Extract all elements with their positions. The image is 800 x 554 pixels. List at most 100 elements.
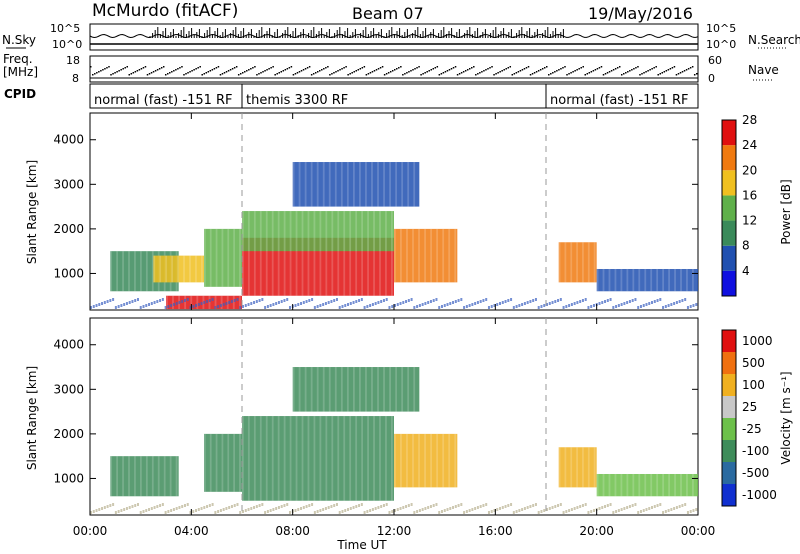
heatmap-streak xyxy=(283,237,286,296)
noise-scatter xyxy=(656,504,659,507)
freq-dot xyxy=(252,67,254,69)
heatmap-streak xyxy=(430,228,432,283)
freq-dot xyxy=(187,72,189,74)
noise-scatter xyxy=(598,302,601,305)
freq-dot xyxy=(272,66,274,68)
noise-scatter xyxy=(230,505,233,508)
noise-scatter xyxy=(195,509,198,512)
noise-scatter xyxy=(446,508,449,511)
noise-scatter xyxy=(529,505,532,508)
noise-scatter xyxy=(490,510,493,513)
freq-dot xyxy=(479,72,481,74)
colorbar-swatch xyxy=(722,120,736,146)
freq-dot xyxy=(574,70,576,72)
noise-scatter xyxy=(211,503,214,506)
noise-scatter xyxy=(396,508,399,511)
noise-scatter xyxy=(416,510,419,513)
heatmap-streak xyxy=(215,228,218,287)
freq-dot xyxy=(452,67,455,69)
freq-dot xyxy=(667,69,670,71)
nave-tick-bottom: 0 xyxy=(708,72,715,85)
noise-scatter xyxy=(150,507,153,510)
colorbar-tick-label: 8 xyxy=(742,239,750,253)
noise-scatter xyxy=(427,506,430,509)
heatmap-streak xyxy=(140,456,142,497)
freq-dot xyxy=(428,70,430,72)
heatmap-streak xyxy=(626,473,629,497)
noise-scatter xyxy=(540,305,543,308)
noise-scatter xyxy=(507,299,510,302)
noise-scatter xyxy=(443,509,446,512)
noise-scatter xyxy=(604,300,607,303)
freq-dot xyxy=(258,73,260,75)
noise-scatter xyxy=(675,506,678,509)
noise-scatter xyxy=(134,504,137,507)
noise-scatter xyxy=(537,306,540,309)
heatmap-streak xyxy=(239,228,241,287)
heatmap-streak xyxy=(316,367,319,412)
noise-scatter xyxy=(125,507,128,510)
noise-scatter xyxy=(465,510,468,513)
freq-dot xyxy=(637,66,639,68)
freq-dot xyxy=(300,70,303,72)
heatmap-streak xyxy=(343,211,346,252)
x-tick-labels: 00:00 04:00 08:00 12:00 16:00 20:00 00:00 xyxy=(73,524,716,538)
heatmap-streak xyxy=(295,416,298,501)
freq-dot xyxy=(118,70,120,72)
noise-scatter xyxy=(358,504,361,507)
noise-scatter xyxy=(609,503,612,506)
freq-dot xyxy=(308,66,311,68)
noise-tick-top-right: 10^5 xyxy=(706,22,736,35)
heatmap-streak xyxy=(385,416,387,501)
freq-dot xyxy=(185,73,187,75)
noise-scatter xyxy=(570,303,573,306)
heatmap-streak xyxy=(343,237,346,296)
noise-scatter xyxy=(637,306,640,309)
freq-dot xyxy=(169,72,171,74)
noise-scatter xyxy=(128,301,131,304)
freq-dot xyxy=(114,72,116,74)
heatmap-streak xyxy=(349,416,352,501)
noise-scatter xyxy=(418,509,421,512)
noise-scatter xyxy=(261,503,264,506)
heatmap-streak xyxy=(325,211,328,252)
noise-scatter xyxy=(678,300,681,303)
heatmap-streak xyxy=(277,237,280,296)
colorbar-swatch xyxy=(722,352,736,374)
heatmap-streak xyxy=(208,295,211,310)
noise-scatter xyxy=(142,510,145,513)
freq-dot xyxy=(519,70,522,72)
noise-scatter xyxy=(634,503,637,506)
freq-dot xyxy=(669,68,672,70)
freq-dot xyxy=(205,72,208,74)
noise-scatter xyxy=(197,303,200,306)
heatmap-streak xyxy=(383,367,385,412)
noise-scatter xyxy=(479,300,482,303)
heatmap-streak xyxy=(220,295,223,310)
freq-dot xyxy=(503,69,505,71)
heatmap-streak xyxy=(242,416,244,501)
noise-scatter xyxy=(327,301,330,304)
freq-dot xyxy=(440,73,443,75)
noise-scatter xyxy=(214,511,217,514)
freq-dot xyxy=(235,66,238,68)
noise-scatter xyxy=(648,507,651,510)
noise-scatter xyxy=(543,509,546,512)
freq-dot xyxy=(264,70,266,72)
noise-scatter xyxy=(432,299,435,302)
freq-dot xyxy=(286,68,289,70)
noise-scatter xyxy=(507,504,510,507)
freq-dot xyxy=(683,70,686,72)
noise-scatter xyxy=(112,298,115,301)
freq-dot xyxy=(679,72,682,74)
noise-scatter xyxy=(418,304,421,307)
freq-dot xyxy=(219,74,222,76)
heatmap-streak xyxy=(620,268,623,292)
noise-scatter xyxy=(371,508,374,511)
y-tick-label: 1000 xyxy=(53,266,84,280)
noise-scatter xyxy=(305,505,308,508)
heatmap-streak xyxy=(215,433,218,492)
noise-scatter xyxy=(175,507,178,510)
noise-scatter xyxy=(413,511,416,514)
heatmap-streak xyxy=(259,237,262,296)
